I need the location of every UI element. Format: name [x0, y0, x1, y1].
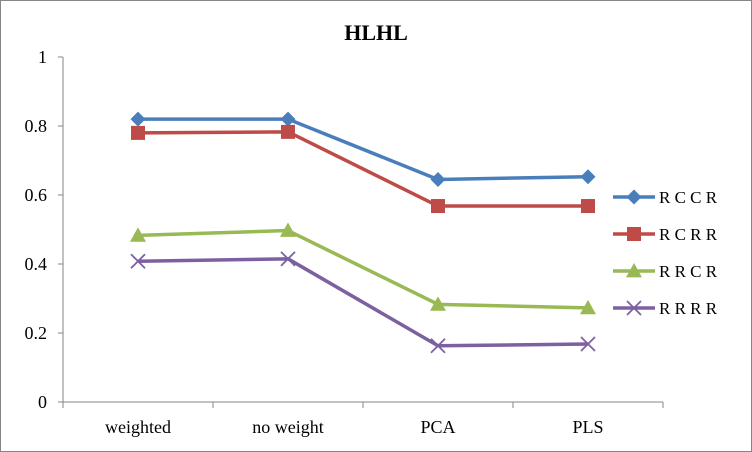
legend-label: R R R R: [659, 299, 718, 318]
data-point: [281, 124, 295, 139]
legend-marker: [626, 263, 642, 278]
legend-item: R R C R: [613, 262, 718, 281]
data-point: [130, 253, 146, 269]
legend-label: R R C R: [659, 262, 718, 281]
series-line: [137, 257, 589, 348]
legend: R C C R R C R R R R C R R R R R: [613, 188, 718, 318]
data-point: [430, 296, 446, 311]
series-layer: [130, 111, 596, 354]
legend-marker: [627, 227, 641, 241]
series-line: [138, 117, 589, 182]
y-tick-label: 1: [38, 47, 47, 67]
x-tick-label: no weight: [252, 417, 324, 437]
data-point: [431, 199, 445, 214]
data-point: [430, 338, 446, 354]
legend-label: R C R R: [659, 225, 718, 244]
x-tick-label: weighted: [105, 417, 171, 437]
y-tick-label: 0.4: [25, 254, 48, 274]
series-3: [130, 222, 596, 315]
y-tick-label: 0: [38, 392, 47, 412]
series-line: [137, 228, 589, 310]
data-point: [130, 111, 146, 127]
data-point: [280, 111, 296, 127]
data-point: [580, 336, 596, 352]
data-point: [581, 199, 595, 214]
y-tick-label: 0.2: [25, 323, 48, 343]
series-2: [131, 124, 595, 214]
series-line: [137, 130, 588, 208]
data-point: [280, 222, 296, 237]
data-point: [131, 125, 145, 140]
legend-item: R C R R: [613, 225, 718, 244]
legend-item: R C C R: [613, 188, 718, 207]
y-ticks: 0 0.2 0.4 0.6 0.8 1: [25, 47, 63, 412]
x-tick-label: PCA: [420, 417, 455, 437]
x-tick-label: PLS: [572, 417, 603, 437]
data-point: [130, 227, 146, 242]
y-tick-label: 0.6: [25, 185, 48, 205]
data-point: [580, 169, 596, 185]
chart-title: HLHL: [344, 20, 408, 45]
series-1: [130, 111, 596, 187]
series-4: [130, 251, 596, 354]
legend-label: R C C R: [659, 188, 718, 207]
data-point: [580, 299, 596, 315]
legend-marker: [626, 189, 642, 205]
data-point: [280, 251, 296, 267]
data-point: [430, 171, 446, 187]
y-tick-label: 0.8: [25, 116, 48, 136]
legend-marker: [626, 300, 642, 316]
x-ticks: weighted no weight PCA PLS: [62, 402, 664, 437]
legend-item: R R R R: [613, 299, 718, 318]
